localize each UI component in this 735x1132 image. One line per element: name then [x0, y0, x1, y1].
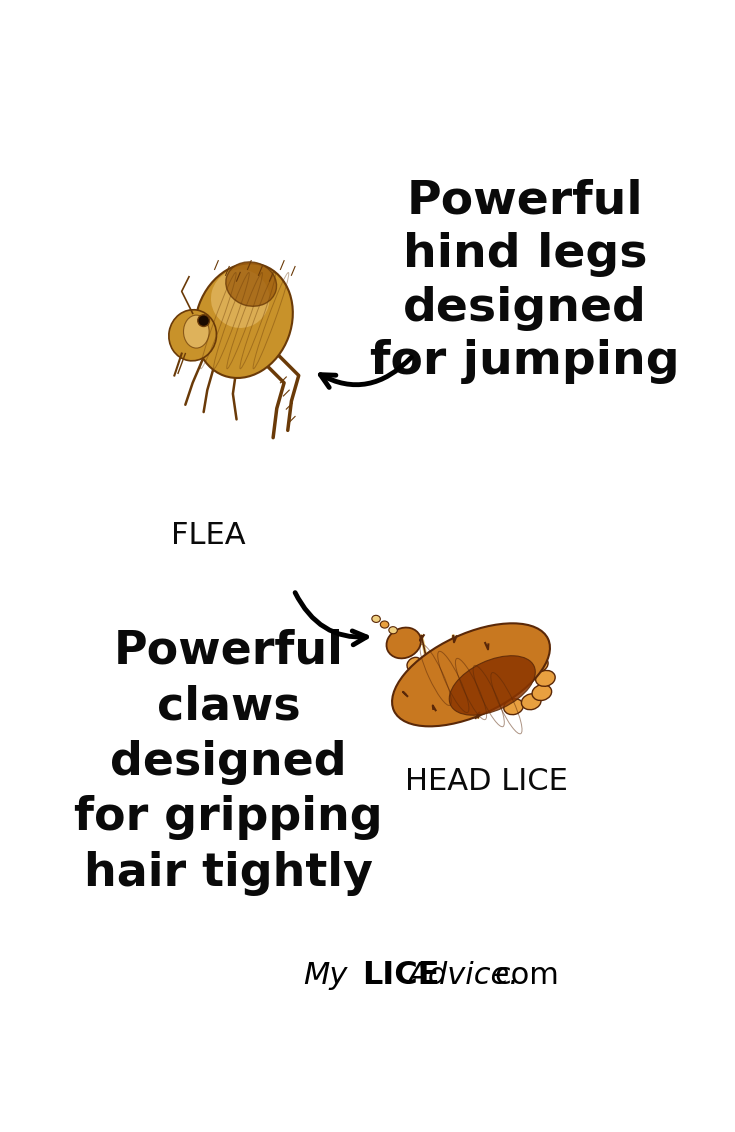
- Ellipse shape: [392, 624, 550, 727]
- Ellipse shape: [198, 315, 209, 326]
- Ellipse shape: [389, 627, 398, 634]
- Text: com: com: [494, 961, 559, 989]
- Ellipse shape: [184, 315, 209, 348]
- Ellipse shape: [372, 616, 380, 623]
- Ellipse shape: [514, 642, 534, 658]
- Ellipse shape: [226, 261, 276, 307]
- Ellipse shape: [195, 264, 293, 378]
- Text: Powerful
hind legs
designed
for jumping: Powerful hind legs designed for jumping: [370, 178, 680, 385]
- Ellipse shape: [211, 269, 270, 328]
- Ellipse shape: [503, 698, 523, 714]
- Ellipse shape: [414, 671, 429, 685]
- Ellipse shape: [528, 657, 548, 672]
- Ellipse shape: [387, 627, 421, 659]
- Text: HEAD LICE: HEAD LICE: [405, 767, 568, 796]
- Ellipse shape: [169, 310, 217, 361]
- Ellipse shape: [407, 658, 422, 671]
- Ellipse shape: [425, 686, 440, 700]
- Ellipse shape: [380, 621, 389, 628]
- Ellipse shape: [521, 694, 541, 710]
- Text: Advice.: Advice.: [408, 961, 520, 989]
- Text: LICE: LICE: [362, 960, 440, 990]
- Ellipse shape: [532, 685, 552, 701]
- Text: My: My: [304, 961, 348, 989]
- Text: Powerful
claws
designed
for gripping
hair tightly: Powerful claws designed for gripping hai…: [74, 628, 383, 895]
- Ellipse shape: [536, 670, 555, 686]
- Text: FLEA: FLEA: [171, 521, 245, 550]
- Ellipse shape: [449, 655, 535, 715]
